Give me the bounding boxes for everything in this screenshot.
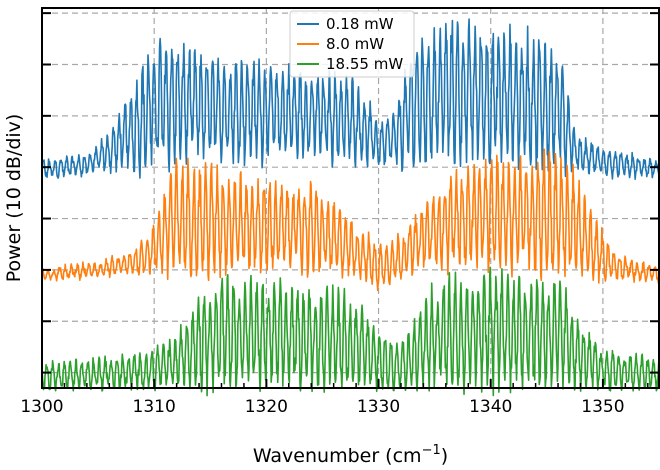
- legend-box: [289, 10, 415, 78]
- legend-label: 8.0 mW: [326, 35, 384, 53]
- x-axis-title: Wavenumber (cm−1): [253, 443, 448, 467]
- y-axis-title: Power (10 dB/div): [3, 114, 25, 283]
- series-traces: [41, 18, 660, 397]
- x-tick-label: 1310: [133, 397, 176, 417]
- x-tick-label: 1340: [469, 397, 512, 417]
- x-tick-label: 1300: [20, 397, 63, 417]
- series-line-2: [41, 148, 660, 292]
- series-line-3: [41, 266, 660, 397]
- x-tick-label: 1320: [245, 397, 288, 417]
- plot-frame: [41, 7, 660, 389]
- legend: 0.18 mW 8.0 mW 18.55 mW: [289, 10, 415, 78]
- x-tick-label: 1330: [357, 397, 400, 417]
- legend-label: 0.18 mW: [326, 15, 394, 33]
- legend-label: 18.55 mW: [326, 55, 403, 73]
- series-line-1: [41, 18, 660, 180]
- x-tick-label: 1350: [581, 397, 624, 417]
- x-tick-labels: 1300 1310 1320 1330 1340 1350: [20, 397, 624, 417]
